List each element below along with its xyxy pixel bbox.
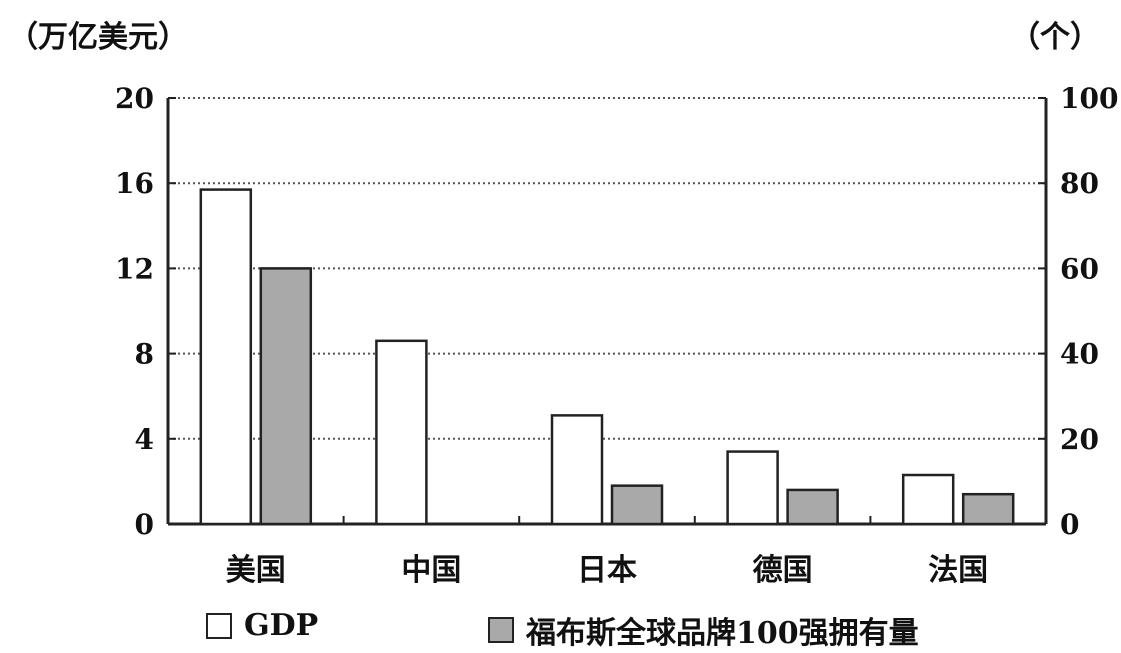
- right-tick-label: 20: [1060, 423, 1099, 456]
- brands-bar: [786, 488, 839, 526]
- left-axis-unit: （万亿美元）: [8, 20, 188, 55]
- right-axis-unit: （个）: [1010, 20, 1100, 55]
- legend-label-brands: 福布斯全球品牌100强拥有量: [526, 616, 919, 651]
- right-tick-label: 40: [1060, 338, 1099, 371]
- right-tick-label: 100: [1060, 82, 1118, 115]
- left-tick-label: 0: [135, 508, 154, 541]
- left-tick-label: 8: [135, 338, 154, 371]
- category-label: 日本: [577, 553, 637, 588]
- category-label: 中国: [401, 553, 461, 588]
- brands-bar: [610, 484, 664, 526]
- left-tick-label: 20: [115, 82, 154, 115]
- legend-swatch-brands: [488, 617, 514, 643]
- legend-item-gdp: GDP: [206, 608, 318, 643]
- brands-bar: [961, 492, 1015, 526]
- category-label: 德国: [753, 553, 813, 588]
- right-tick-label: 60: [1060, 252, 1099, 285]
- left-tick-label: 12: [115, 252, 154, 285]
- brands-bar: [259, 267, 313, 526]
- right-tick-label: 0: [1060, 508, 1079, 541]
- category-label: 美国: [226, 553, 286, 588]
- right-tick-label: 80: [1060, 167, 1099, 200]
- left-tick-label: 4: [135, 423, 154, 456]
- gdp-bar: [901, 473, 955, 526]
- left-tick-label: 16: [115, 167, 154, 200]
- legend-swatch-gdp: [206, 612, 232, 639]
- gdp-bar: [375, 339, 428, 526]
- gdp-bar: [199, 188, 253, 526]
- legend-label-gdp: GDP: [244, 608, 319, 643]
- gdp-bar: [550, 414, 604, 526]
- legend-item-brands: 福布斯全球品牌100强拥有量: [488, 608, 919, 652]
- category-label: 法国: [928, 553, 988, 588]
- gdp-bar: [726, 450, 779, 526]
